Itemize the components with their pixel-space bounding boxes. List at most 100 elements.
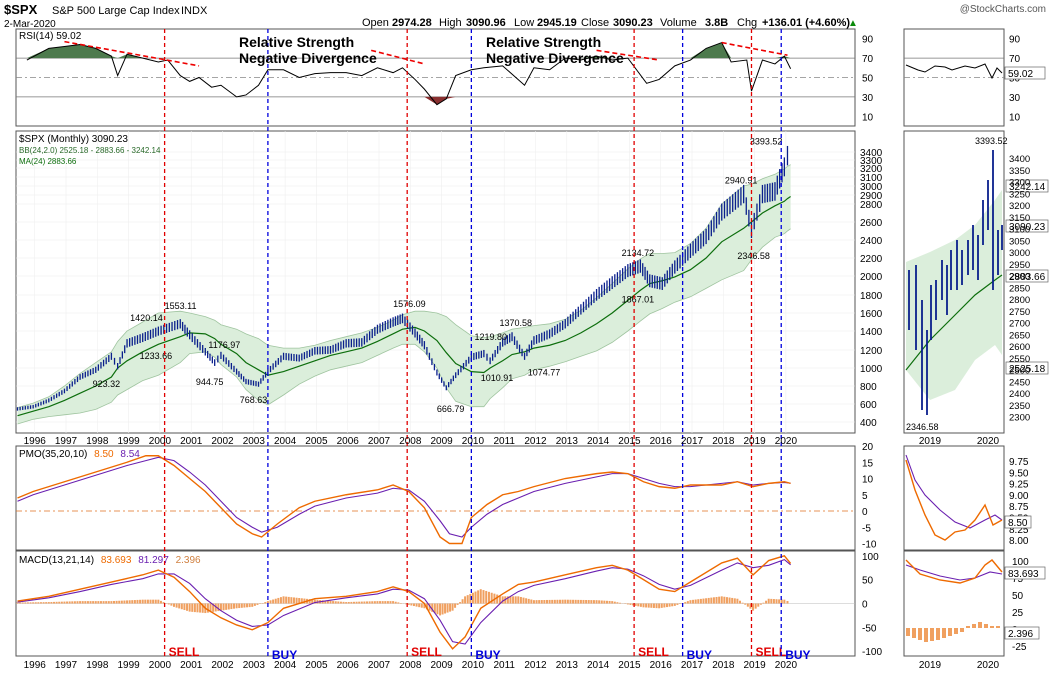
macd-histogram-bar <box>765 600 768 604</box>
macd-histogram-bar <box>433 603 436 614</box>
x-axis-year: 2014 <box>587 436 610 447</box>
macd-histogram-bar <box>746 603 749 607</box>
right-price-box <box>1005 361 1049 375</box>
price-y-tick: 3300 <box>860 156 883 167</box>
macd-histogram-bar <box>324 600 327 604</box>
macd-histogram-bar <box>26 602 29 604</box>
macd-histogram-bar <box>342 601 345 604</box>
macd-histogram-bar <box>412 603 415 607</box>
zoom-rsi-y-tick: 70 <box>1009 54 1021 65</box>
macd-histogram-bar <box>444 603 447 614</box>
macd-histogram-bar <box>490 592 493 604</box>
zoom-price-y-tick: 2850 <box>1009 283 1030 294</box>
zoom-price-y-tick: 3350 <box>1009 166 1030 177</box>
zoom-rsi-y-tick: 30 <box>1009 93 1021 104</box>
macd-histogram-bar <box>660 603 663 608</box>
macd-histogram-bar <box>131 600 134 604</box>
macd-histogram-bar <box>522 597 525 604</box>
macd-histogram-bar <box>188 603 191 612</box>
macd-histogram-bar <box>99 601 102 604</box>
price-y-tick: 2000 <box>860 272 883 283</box>
x-axis-year-bottom: 1997 <box>55 660 78 671</box>
x-axis-year-bottom: 2018 <box>712 660 735 671</box>
price-label: 1074.77 <box>528 367 561 377</box>
macd-histogram-bar <box>532 600 535 604</box>
macd-histogram-bar <box>157 599 160 604</box>
macd-histogram-bar <box>736 598 739 604</box>
macd-histogram-bar <box>193 603 196 613</box>
macd-histogram-bar <box>285 596 288 604</box>
macd-histogram-bar <box>767 598 770 604</box>
price-y-tick: 1000 <box>860 364 883 375</box>
macd-histogram-bar <box>123 600 126 604</box>
zoom-macd-y-tick: -25 <box>1012 642 1027 653</box>
macd-histogram-bar <box>461 599 464 604</box>
divergence-2-line1: Relative Strength <box>486 34 601 50</box>
x-axis-year: 2006 <box>337 436 360 447</box>
macd-histogram-bar <box>212 603 215 612</box>
macd-histogram-bar <box>379 601 382 604</box>
x-axis-year-bottom: 2011 <box>493 660 515 671</box>
macd-histogram-bar <box>149 599 152 604</box>
macd-histogram-bar <box>663 603 666 608</box>
macd-histogram-bar <box>684 602 687 604</box>
macd-histogram-bar <box>55 601 58 604</box>
macd-histogram-bar <box>668 603 671 607</box>
exchange: INDX <box>181 5 208 17</box>
pmo-y-tick: 15 <box>862 458 874 469</box>
macd-histogram-bar <box>217 603 220 612</box>
macd-histogram-bar <box>81 601 84 604</box>
macd-histogram-bar <box>311 599 314 604</box>
x-axis-year: 2008 <box>399 436 422 447</box>
zoom-pmo-y-tick: 9.75 <box>1009 457 1029 468</box>
x-axis-year: 2017 <box>681 436 704 447</box>
x-axis-year-bottom: 2010 <box>462 660 485 671</box>
sell-label: SELL <box>411 645 442 659</box>
macd-histogram-bar <box>600 600 603 604</box>
macd-legend-histogram: 2.396 <box>176 555 201 566</box>
zoom-rsi-line <box>905 63 1003 80</box>
macd-histogram-bar <box>66 601 69 604</box>
price-y-tick: 800 <box>860 382 877 393</box>
x-axis-year: 2020 <box>775 436 798 447</box>
x-axis-year: 1997 <box>55 436 78 447</box>
macd-histogram-bar <box>394 601 397 604</box>
macd-histogram-bar <box>386 601 389 604</box>
macd-histogram-bar <box>632 603 635 606</box>
macd-histogram-bar <box>358 601 361 604</box>
macd-y-tick: 50 <box>862 576 874 587</box>
zoom-price-y-tick: 2950 <box>1009 260 1030 271</box>
x-axis-year: 2019 <box>743 436 766 447</box>
macd-histogram-bar <box>749 603 752 609</box>
price-label: 3393.52 <box>750 136 783 146</box>
buy-label: BUY <box>475 648 500 662</box>
macd-histogram-bar <box>775 599 778 604</box>
macd-histogram-bar <box>170 603 173 606</box>
ma-line <box>17 196 791 417</box>
macd-histogram-bar <box>538 600 541 604</box>
macd-histogram-bar <box>73 601 76 604</box>
pmo-panel <box>15 445 856 551</box>
pmo-line <box>17 455 791 545</box>
pmo-y-tick: -5 <box>862 523 871 534</box>
macd-histogram-bar <box>501 596 504 604</box>
macd-histogram-bar <box>715 596 718 604</box>
macd-legend: MACD(13,21,14) 83.693 81.297 2.396 <box>19 555 201 566</box>
macd-y-tick: -50 <box>862 623 877 634</box>
macd-histogram-bar <box>120 600 123 604</box>
price-label: 944.75 <box>196 377 224 387</box>
macd-histogram-bar <box>227 603 230 610</box>
macd-histogram-bar <box>21 602 24 604</box>
macd-histogram-bar <box>733 598 736 604</box>
zoom-macd-y-tick: 75 <box>1012 574 1024 585</box>
macd-histogram-bar <box>183 603 186 611</box>
x-axis-year-bottom: 2012 <box>524 660 547 671</box>
right-price-value: 3242.14 <box>1009 182 1046 193</box>
zoom-pmo-y-tick: 8.25 <box>1009 525 1029 536</box>
macd-legend-signal: 81.297 <box>138 555 169 566</box>
macd-histogram-bar <box>780 599 783 604</box>
macd-histogram-bar <box>269 600 272 604</box>
macd-histogram-bar <box>770 598 773 604</box>
x-axis-year: 2015 <box>618 436 641 447</box>
x-axis-year: 2018 <box>712 436 735 447</box>
